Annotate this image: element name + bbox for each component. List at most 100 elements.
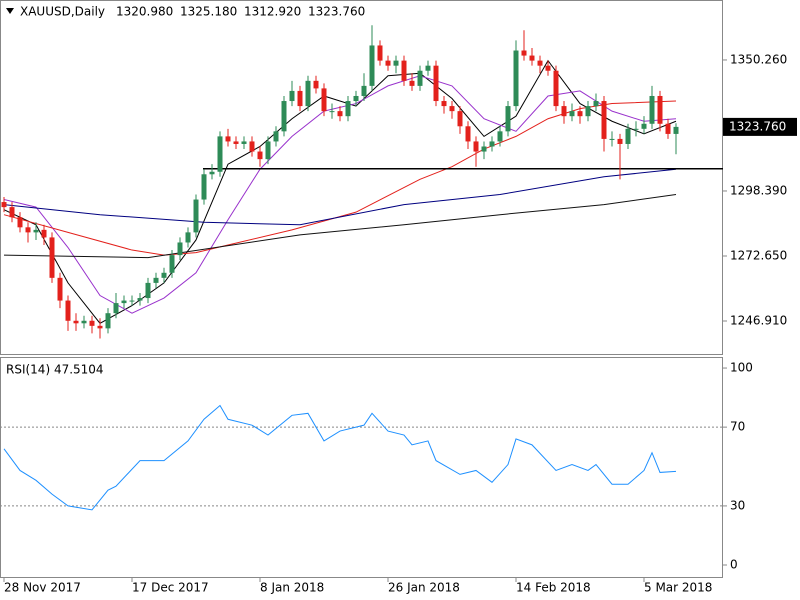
candle-body <box>89 320 95 326</box>
candle-body <box>177 242 183 256</box>
candle-body <box>329 111 335 113</box>
rsi-tick-label: 70 <box>730 420 745 434</box>
candle-body <box>625 128 631 144</box>
candle-body <box>641 123 647 129</box>
candle-body <box>513 50 519 107</box>
candle-body <box>657 95 663 124</box>
candle-body <box>153 277 159 283</box>
candle-body <box>233 141 239 144</box>
main-panel <box>0 0 723 355</box>
candle-body <box>449 106 455 112</box>
header-value: 1323.760 <box>308 5 365 19</box>
candle-body <box>505 106 511 132</box>
candle-body <box>9 207 15 218</box>
candle-body <box>161 272 167 278</box>
candle-body <box>561 106 567 117</box>
candle-body <box>321 88 327 112</box>
candle-body <box>81 320 87 324</box>
candle-body <box>313 80 319 89</box>
moving-average <box>3 168 677 226</box>
candle-body <box>129 300 135 302</box>
rsi-panel <box>0 357 723 578</box>
candle-body <box>465 126 471 142</box>
candle-body <box>553 70 559 107</box>
candle-body <box>409 80 415 86</box>
candle-body <box>25 227 31 233</box>
candle-body <box>473 141 479 152</box>
candle-body <box>297 90 303 107</box>
candle-body <box>337 111 343 117</box>
candle-body <box>17 217 23 228</box>
candle-body <box>169 255 175 273</box>
rsi-tick-label: 0 <box>730 558 738 572</box>
moving-average <box>3 100 677 256</box>
candle-body <box>385 60 391 66</box>
y-tick-label: 1350.260 <box>730 52 787 66</box>
moving-average <box>3 193 677 259</box>
candle-body <box>417 70 423 86</box>
rsi-tick-label: 30 <box>730 498 745 512</box>
symbol-title: XAUUSD,Daily <box>20 5 105 19</box>
candle-body <box>113 303 119 314</box>
last-price-label: 1323.760 <box>729 119 786 133</box>
header-value: 1320.980 <box>116 5 173 19</box>
candle-body <box>593 101 599 107</box>
candle-body <box>441 101 447 107</box>
candle-body <box>225 136 231 142</box>
candle-body <box>361 85 367 96</box>
x-tick-label: 14 Feb 2018 <box>516 581 591 595</box>
candle-body <box>585 106 591 117</box>
candle-body <box>673 126 679 134</box>
candle-body <box>273 131 279 142</box>
candle-body <box>209 171 215 175</box>
x-tick-label: 5 Mar 2018 <box>644 581 712 595</box>
candle-body <box>73 320 79 324</box>
candle-body <box>393 60 399 66</box>
candle-body <box>241 141 247 144</box>
y-tick-label: 1246.910 <box>730 314 787 328</box>
x-tick-label: 17 Dec 2017 <box>132 581 209 595</box>
rsi-line <box>3 404 677 511</box>
candle-body <box>193 199 199 233</box>
candle-body <box>257 151 263 160</box>
candle-body <box>201 174 207 200</box>
y-tick-label: 1298.390 <box>730 183 787 197</box>
candle-body <box>145 282 151 299</box>
x-tick-label: 28 Nov 2017 <box>4 581 81 595</box>
candle-body <box>545 65 551 71</box>
candle-body <box>569 111 575 117</box>
candle-body <box>289 90 295 102</box>
candle-body <box>617 138 623 144</box>
candle-body <box>433 65 439 102</box>
candle-body <box>249 141 255 152</box>
candle-body <box>481 146 487 152</box>
candle-body <box>33 229 39 233</box>
candle-body <box>497 131 503 142</box>
candle-body <box>65 300 71 321</box>
candle-body <box>577 111 583 117</box>
candle-body <box>185 232 191 243</box>
candle-body <box>1 202 7 208</box>
candle-body <box>457 111 463 127</box>
candle-body <box>57 277 63 301</box>
candle-body <box>105 313 111 329</box>
candle-body <box>401 60 407 81</box>
candle-body <box>353 95 359 102</box>
candle-body <box>217 136 223 172</box>
candle-body <box>489 141 495 147</box>
rsi-tick-label: 100 <box>730 361 753 375</box>
candle-body <box>97 325 103 329</box>
candle-body <box>377 45 383 61</box>
candle-body <box>529 55 535 61</box>
candle-body <box>345 101 351 117</box>
x-tick-label: 26 Jan 2018 <box>388 581 460 595</box>
candle-body <box>649 95 655 124</box>
candle-body <box>121 300 127 304</box>
candle-body <box>633 128 639 130</box>
candle-body <box>609 138 615 140</box>
candle-body <box>281 101 287 132</box>
last-price-box <box>723 117 797 136</box>
candle-body <box>305 80 311 107</box>
